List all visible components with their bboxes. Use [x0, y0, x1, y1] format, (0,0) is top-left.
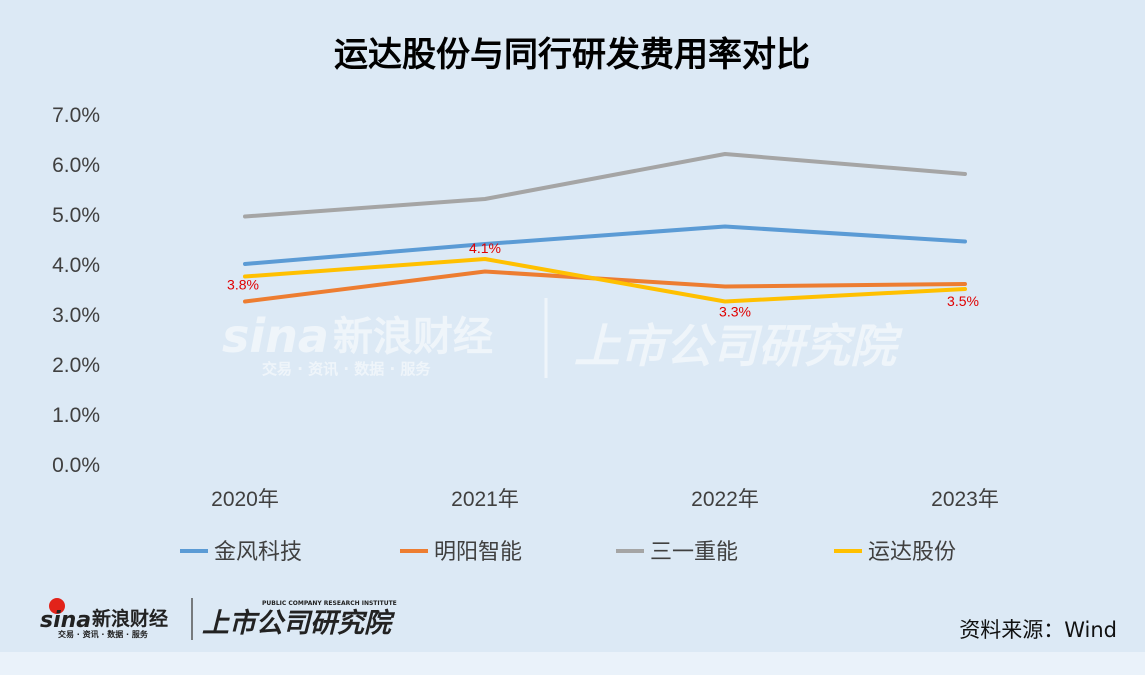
- watermark: sina 新浪财经 交易 · 资讯 · 数据 · 服务 上市公司研究院: [222, 298, 903, 378]
- watermark-brand-cn: 新浪财经: [333, 314, 493, 360]
- y-tick-label: 1.0%: [52, 404, 100, 427]
- series-line-金风科技: [243, 224, 967, 266]
- y-tick-label: 7.0%: [52, 104, 100, 127]
- legend-label: 明阳智能: [434, 540, 522, 565]
- y-axis: 0.0% 1.0% 2.0% 3.0% 4.0% 5.0% 6.0% 7.0%: [52, 104, 100, 477]
- footer-institute: 上市公司研究院: [202, 608, 396, 639]
- data-label: 3.5%: [947, 293, 979, 309]
- y-tick-label: 3.0%: [52, 304, 100, 327]
- x-tick-label: 2023年: [931, 488, 999, 511]
- series-line-三一重能: [243, 152, 967, 219]
- footer-brand-cn: 新浪财经: [92, 607, 168, 630]
- footer-institute-en: PUBLIC COMPANY RESEARCH INSTITUTE: [262, 600, 397, 607]
- data-label: 4.1%: [469, 240, 501, 256]
- y-tick-label: 6.0%: [52, 154, 100, 177]
- x-tick-label: 2020年: [211, 488, 279, 511]
- source-note: 资料来源：Wind: [959, 618, 1117, 642]
- watermark-tagline: 交易 · 资讯 · 数据 · 服务: [262, 360, 431, 378]
- watermark-sina-logo: sina: [222, 309, 329, 363]
- footer-logo: sina 新浪财经 交易 · 资讯 · 数据 · 服务 PUBLIC COMPA…: [40, 598, 397, 640]
- x-axis: 2020年 2021年 2022年 2023年: [211, 488, 999, 511]
- sina-eye-icon: [49, 598, 65, 614]
- bottom-strip: [0, 652, 1145, 675]
- y-tick-label: 0.0%: [52, 454, 100, 477]
- x-tick-label: 2021年: [451, 488, 519, 511]
- data-labels: 3.8% 4.1% 3.3% 3.5%: [227, 240, 979, 320]
- y-tick-label: 2.0%: [52, 354, 100, 377]
- legend: 金风科技 明阳智能 三一重能 运达股份: [180, 540, 956, 565]
- footer-tagline: 交易 · 资讯 · 数据 · 服务: [58, 629, 149, 639]
- x-tick-label: 2022年: [691, 488, 759, 511]
- y-tick-label: 4.0%: [52, 254, 100, 277]
- plot-lines: [243, 152, 967, 304]
- watermark-institute: 上市公司研究院: [574, 319, 903, 373]
- data-label: 3.3%: [719, 304, 751, 320]
- legend-label: 金风科技: [214, 540, 302, 565]
- series-line-运达股份: [243, 257, 967, 304]
- legend-label: 运达股份: [868, 540, 956, 565]
- footer-sina-logo: sina: [40, 608, 91, 633]
- y-tick-label: 5.0%: [52, 204, 100, 227]
- legend-label: 三一重能: [650, 540, 738, 565]
- data-label: 3.8%: [227, 277, 259, 293]
- chart-title: 运达股份与同行研发费用率对比: [334, 35, 810, 75]
